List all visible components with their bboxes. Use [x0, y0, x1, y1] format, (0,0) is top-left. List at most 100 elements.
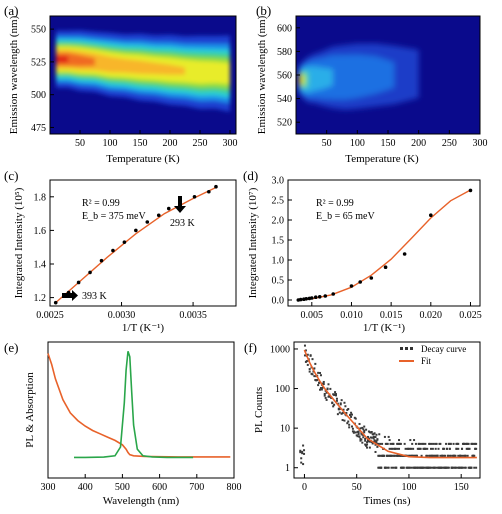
data-point	[192, 195, 197, 199]
decay-point	[448, 447, 451, 450]
data-point	[122, 240, 127, 244]
panel-e-letter: (e)	[4, 340, 18, 355]
decay-point	[363, 431, 366, 434]
decay-point	[316, 379, 319, 382]
decay-point	[377, 442, 380, 445]
decay-point	[322, 383, 325, 386]
panel-a-ylabel: Emission wavelength (nm)	[8, 15, 20, 134]
decay-point	[304, 349, 307, 352]
decay-point	[370, 431, 373, 434]
decay-point	[457, 447, 460, 450]
decay-point	[350, 411, 353, 414]
decay-point	[343, 401, 346, 404]
decay-point	[391, 447, 394, 450]
y-tick-label: 1	[285, 463, 290, 474]
decay-point	[410, 447, 413, 450]
fit-line	[303, 349, 477, 459]
decay-point	[317, 384, 320, 387]
decay-point	[311, 373, 314, 376]
panel-a: 50 100 150 200 250 300 475 500 525 550 (a) Temper…	[4, 3, 238, 165]
decay-point	[383, 435, 386, 438]
decay-point	[387, 466, 390, 469]
decay-point	[371, 442, 374, 445]
decay-point	[372, 437, 375, 440]
data-point	[369, 276, 374, 280]
legend-fit-label: Fit	[421, 356, 432, 366]
decay-point	[301, 452, 304, 455]
decay-point	[415, 454, 418, 457]
data-point	[99, 258, 104, 263]
decay-point	[413, 439, 416, 442]
data-point	[358, 280, 362, 284]
panel-a-heatmap	[56, 30, 230, 112]
panel-c-axes: 0.0025 0.0030 0.0035 1.2 1.4 1.6 1.8	[34, 192, 207, 321]
decay-point	[345, 411, 348, 414]
panel-b-ylabel: Emission wavelength (nm)	[256, 15, 268, 134]
decay-point	[456, 466, 459, 469]
decay-point	[422, 442, 425, 445]
decay-point	[384, 466, 387, 469]
decay-point	[409, 439, 412, 442]
decay-point	[342, 408, 345, 411]
decay-point	[327, 383, 330, 386]
decay-point	[334, 391, 337, 394]
decay-point	[362, 436, 365, 439]
panel-e-xlabel: Wavelength (nm)	[103, 495, 180, 507]
data-point	[317, 295, 322, 299]
decay-point	[363, 425, 366, 428]
y-tick-label: 1.8	[34, 192, 47, 203]
decay-point	[426, 447, 429, 450]
decay-point	[320, 388, 323, 391]
x-tick-label: 50	[322, 138, 332, 149]
decay-point	[468, 447, 471, 450]
x-tick-label: 50	[352, 482, 362, 493]
panel-e-axes: 300 400 500 600 700 800	[41, 474, 242, 493]
decay-point	[325, 391, 328, 394]
heatmap-bands	[56, 30, 230, 112]
x-tick-label: 250	[442, 138, 457, 149]
decay-point	[347, 408, 350, 411]
decay-point	[354, 431, 357, 434]
decay-point	[357, 432, 360, 435]
data-point	[402, 252, 407, 256]
decay-point	[467, 442, 470, 445]
decay-point	[449, 454, 452, 457]
x-tick-label: 300	[223, 138, 238, 149]
decay-point	[375, 433, 378, 436]
x-tick-label: 0.0025	[36, 310, 64, 321]
x-tick-label: 0.0035	[179, 310, 207, 321]
x-tick-label: 50	[75, 138, 85, 149]
decay-point	[338, 408, 341, 411]
decay-point	[375, 440, 378, 443]
decay-point	[360, 438, 363, 441]
panel-c-eb: E_b = 375 meV	[82, 211, 146, 222]
decay-point	[446, 454, 449, 457]
decay-point	[366, 446, 369, 449]
decay-point	[351, 427, 354, 430]
decay-point	[303, 354, 306, 357]
x-tick-label: 100	[103, 138, 118, 149]
data-point	[207, 189, 211, 194]
decay-point	[464, 454, 467, 457]
x-tick-label: 500	[115, 482, 130, 493]
decay-point	[389, 442, 392, 445]
decay-point	[386, 442, 389, 445]
legend-decay-swatch	[410, 347, 413, 350]
y-tick-label: 0.0	[272, 296, 285, 307]
x-tick-label: 100	[350, 138, 365, 149]
panel-f: 0 50 100 150 1 10 100 1000 (f) Times (ns) PL Co…	[244, 340, 481, 507]
decay-point	[432, 442, 435, 445]
panel-f-ylabel: PL Counts	[253, 387, 265, 433]
decay-point	[364, 437, 367, 440]
panel-e: 300 400 500 600 700 800 (e) Wavelength (nm) P…	[4, 340, 242, 507]
x-tick-label: 400	[78, 482, 93, 493]
decay-point	[475, 442, 478, 445]
y-tick-label: 100	[275, 384, 290, 395]
decay-point	[416, 466, 419, 469]
decay-point	[365, 428, 368, 431]
decay-point	[380, 466, 383, 469]
x-tick-label: 0.005	[301, 310, 324, 321]
x-tick-label: 200	[163, 138, 178, 149]
y-tick-label: 520	[277, 118, 292, 129]
decay-point	[309, 354, 312, 357]
